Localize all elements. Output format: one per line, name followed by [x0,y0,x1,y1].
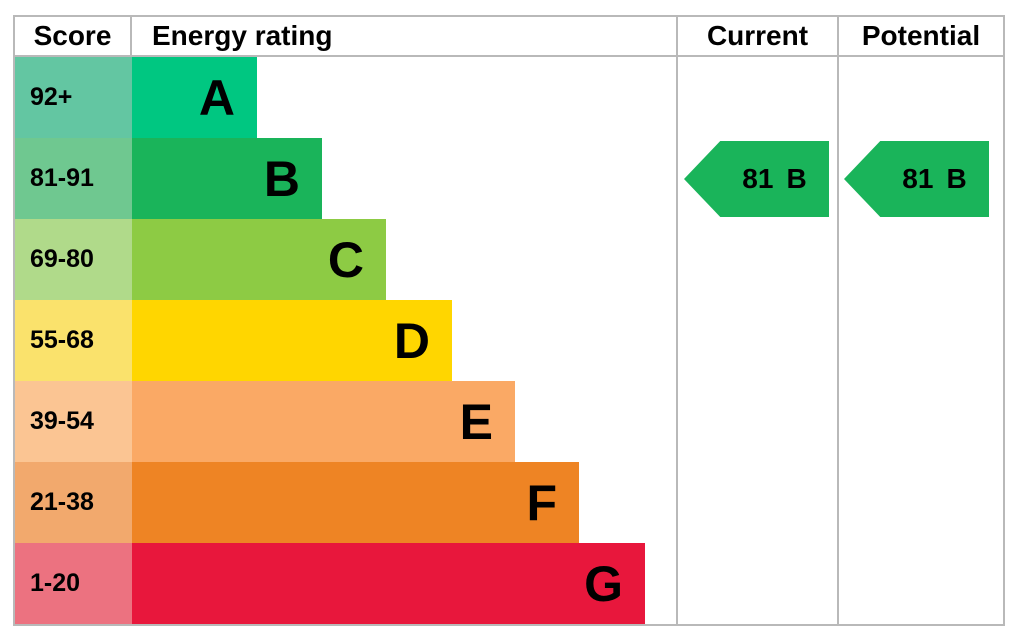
score-range-band-c: 69-80 [15,219,132,300]
band-letter: F [526,474,557,531]
band-letter: C [327,231,364,288]
score-range-band-b: 81-91 [15,138,132,219]
band-letter: E [459,393,493,450]
band-c-bar: C [132,219,386,300]
score-range-label: 21-38 [30,488,94,516]
score-column-header: Score [15,17,132,57]
band-letter: D [393,312,430,369]
current-column-header: Current [676,17,837,57]
potential-column-header: Potential [837,17,1003,57]
score-range-band-a: 92+ [15,57,132,138]
score-range-band-e: 39-54 [15,381,132,462]
potential-header-label: Potential [861,20,981,51]
band-a-bar-area: A [132,57,676,138]
potential-rating-value: 81 [902,163,934,194]
band-a-bar: A [132,57,257,138]
band-f-bar-area: F [132,462,676,543]
score-range-label: 69-80 [30,245,94,273]
band-e-bar: E [132,381,515,462]
current-rating-band: B [786,163,807,194]
band-g-bar-area: G [132,543,676,624]
band-letter: A [198,69,235,126]
score-range-band-g: 1-20 [15,543,132,624]
band-g-bar: G [132,543,645,624]
potential-rating-arrow: 81 B [844,141,989,217]
current-rating-arrow: 81 B [684,141,829,217]
band-f-bar: F [132,462,579,543]
current-rating-column: 81 B [676,57,837,624]
potential-rating-band: B [946,163,967,194]
band-letter: B [263,150,300,207]
energy-rating-header-label: Energy rating [152,20,333,51]
band-d-bar: D [132,300,452,381]
current-rating-value: 81 [742,163,774,194]
score-range-band-f: 21-38 [15,462,132,543]
score-range-label: 92+ [30,83,73,111]
band-letter: G [584,555,623,612]
band-e-bar-area: E [132,381,676,462]
band-d-bar-area: D [132,300,676,381]
score-range-label: 55-68 [30,326,94,354]
potential-rating-column: 81 B [837,57,1003,624]
epc-rating-table: Score Energy rating Current Potential 92… [13,15,1005,626]
band-b-bar-area: B [132,138,676,219]
current-header-label: Current [706,20,809,51]
band-b-bar: B [132,138,322,219]
energy-rating-column-header: Energy rating [132,17,676,57]
score-range-band-d: 55-68 [15,300,132,381]
score-header-label: Score [33,20,112,51]
score-range-label: 81-91 [30,164,94,192]
score-range-label: 39-54 [30,407,94,435]
score-range-label: 1-20 [30,569,81,597]
band-c-bar-area: C [132,219,676,300]
